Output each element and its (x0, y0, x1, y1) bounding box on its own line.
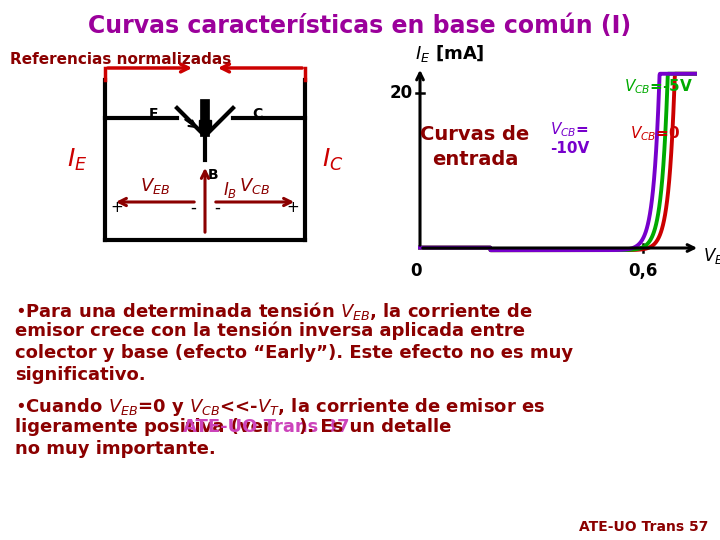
Text: •Cuando $V_{EB}$=0 y $V_{CB}$<<-$V_T$, la corriente de emisor es: •Cuando $V_{EB}$=0 y $V_{CB}$<<-$V_T$, l… (15, 396, 545, 418)
Text: $I_C$: $I_C$ (323, 147, 343, 173)
Text: B: B (207, 168, 218, 182)
Text: +: + (287, 200, 300, 215)
Text: $V_{CB}$=-5V: $V_{CB}$=-5V (624, 77, 693, 96)
Text: ATE-UO Trans 57: ATE-UO Trans 57 (579, 520, 708, 534)
Text: E: E (148, 107, 158, 121)
Text: $I_B$: $I_B$ (223, 180, 237, 200)
Text: $I_E$ [mA]: $I_E$ [mA] (415, 44, 485, 64)
Polygon shape (199, 120, 211, 128)
Text: +: + (111, 200, 123, 215)
Text: -: - (214, 199, 220, 217)
Text: -: - (190, 199, 196, 217)
Text: 0,6: 0,6 (629, 262, 658, 280)
Text: ATE-UO Trans 37: ATE-UO Trans 37 (183, 418, 349, 436)
Text: Referencias normalizadas: Referencias normalizadas (10, 52, 231, 68)
Text: no muy importante.: no muy importante. (15, 440, 216, 458)
Text: $V_{CB}$=0: $V_{CB}$=0 (630, 124, 680, 143)
Text: Curvas de
entrada: Curvas de entrada (420, 125, 530, 169)
Text: $V_{EB}$ [V]: $V_{EB}$ [V] (703, 246, 720, 267)
Text: C: C (252, 107, 262, 121)
Text: emisor crece con la tensión inversa aplicada entre: emisor crece con la tensión inversa apli… (15, 322, 525, 341)
Text: 20: 20 (390, 84, 413, 102)
Text: ). Es un detalle: ). Es un detalle (299, 418, 451, 436)
Text: Curvas características en base común (I): Curvas características en base común (I) (89, 14, 631, 38)
Text: •Para una determinada tensión $V_{EB}$, la corriente de: •Para una determinada tensión $V_{EB}$, … (15, 300, 533, 322)
Text: $V_{EB}$: $V_{EB}$ (140, 176, 170, 196)
Text: $V_{CB}$=
-10V: $V_{CB}$= -10V (550, 120, 589, 156)
Text: ligeramente positiva (ver: ligeramente positiva (ver (15, 418, 278, 436)
Text: $V_{CB}$: $V_{CB}$ (240, 176, 271, 196)
Text: significativo.: significativo. (15, 366, 145, 384)
Text: 0: 0 (410, 262, 422, 280)
Text: $I_E$: $I_E$ (67, 147, 87, 173)
Text: colector y base (efecto “Early”). Este efecto no es muy: colector y base (efecto “Early”). Este e… (15, 344, 573, 362)
